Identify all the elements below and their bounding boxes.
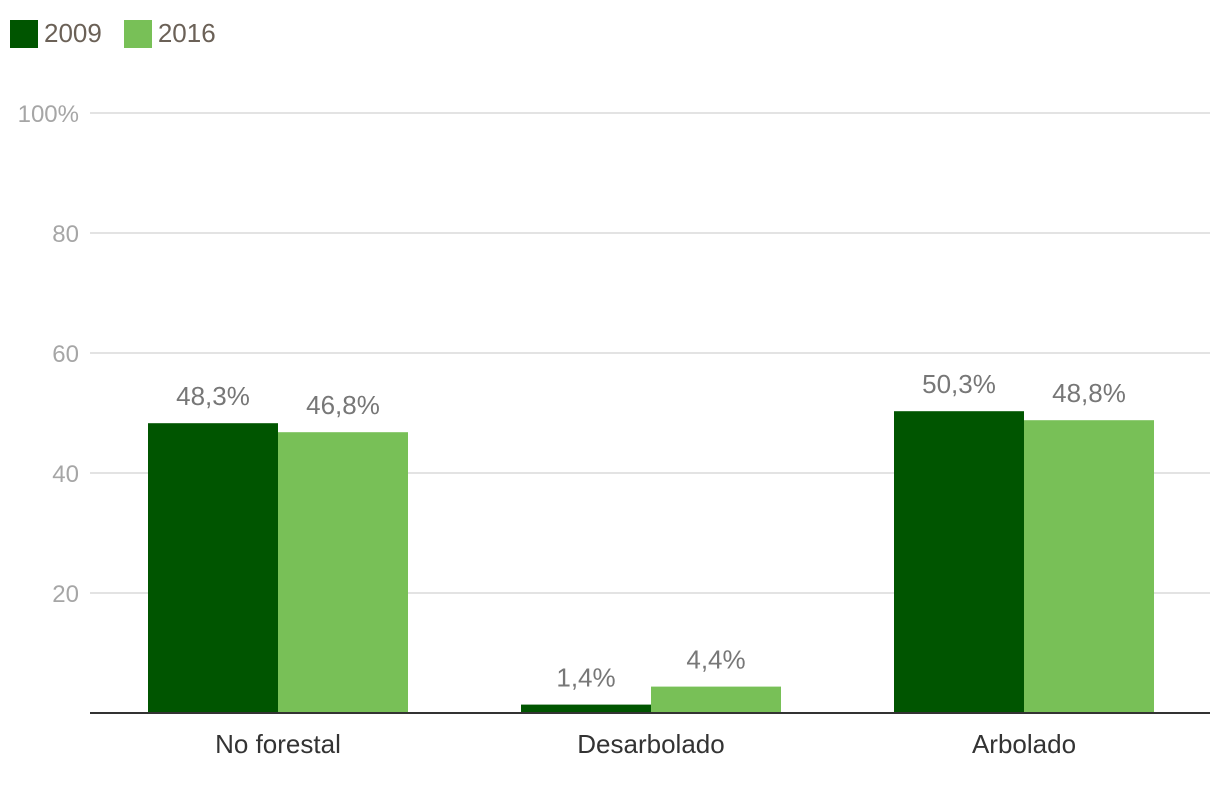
x-category-label: Arbolado <box>972 729 1076 759</box>
data-label: 4,4% <box>686 645 745 675</box>
y-tick-label: 60 <box>52 341 79 368</box>
legend-label-2009: 2009 <box>44 18 102 48</box>
legend-label-2016: 2016 <box>157 18 216 48</box>
data-label: 50,3% <box>922 369 996 399</box>
bar-2016-1 <box>651 686 781 713</box>
data-label: 1,4% <box>556 663 615 693</box>
bar-2009-0 <box>148 423 278 713</box>
legend-item-2009: 2009 <box>10 18 102 49</box>
x-category-label: No forestal <box>215 729 341 759</box>
y-tick-label: 80 <box>52 221 79 248</box>
legend-swatch-2016 <box>123 19 152 48</box>
data-label: 46,8% <box>306 390 380 420</box>
legend-swatch-2009 <box>10 19 38 48</box>
data-label: 48,3% <box>176 381 250 411</box>
x-category-label: Desarbolado <box>577 729 724 759</box>
y-tick-label: 100% <box>18 101 79 128</box>
data-label: 48,8% <box>1052 378 1126 408</box>
y-tick-label: 20 <box>52 581 79 608</box>
chart-legend: 2009 2016 <box>10 18 216 49</box>
bar-2009-1 <box>521 704 651 713</box>
bar-2009-2 <box>894 411 1024 713</box>
bar-2016-0 <box>278 432 408 713</box>
y-tick-label: 40 <box>52 461 79 488</box>
legend-item-2016: 2016 <box>123 18 216 49</box>
bar-2016-2 <box>1024 420 1154 713</box>
